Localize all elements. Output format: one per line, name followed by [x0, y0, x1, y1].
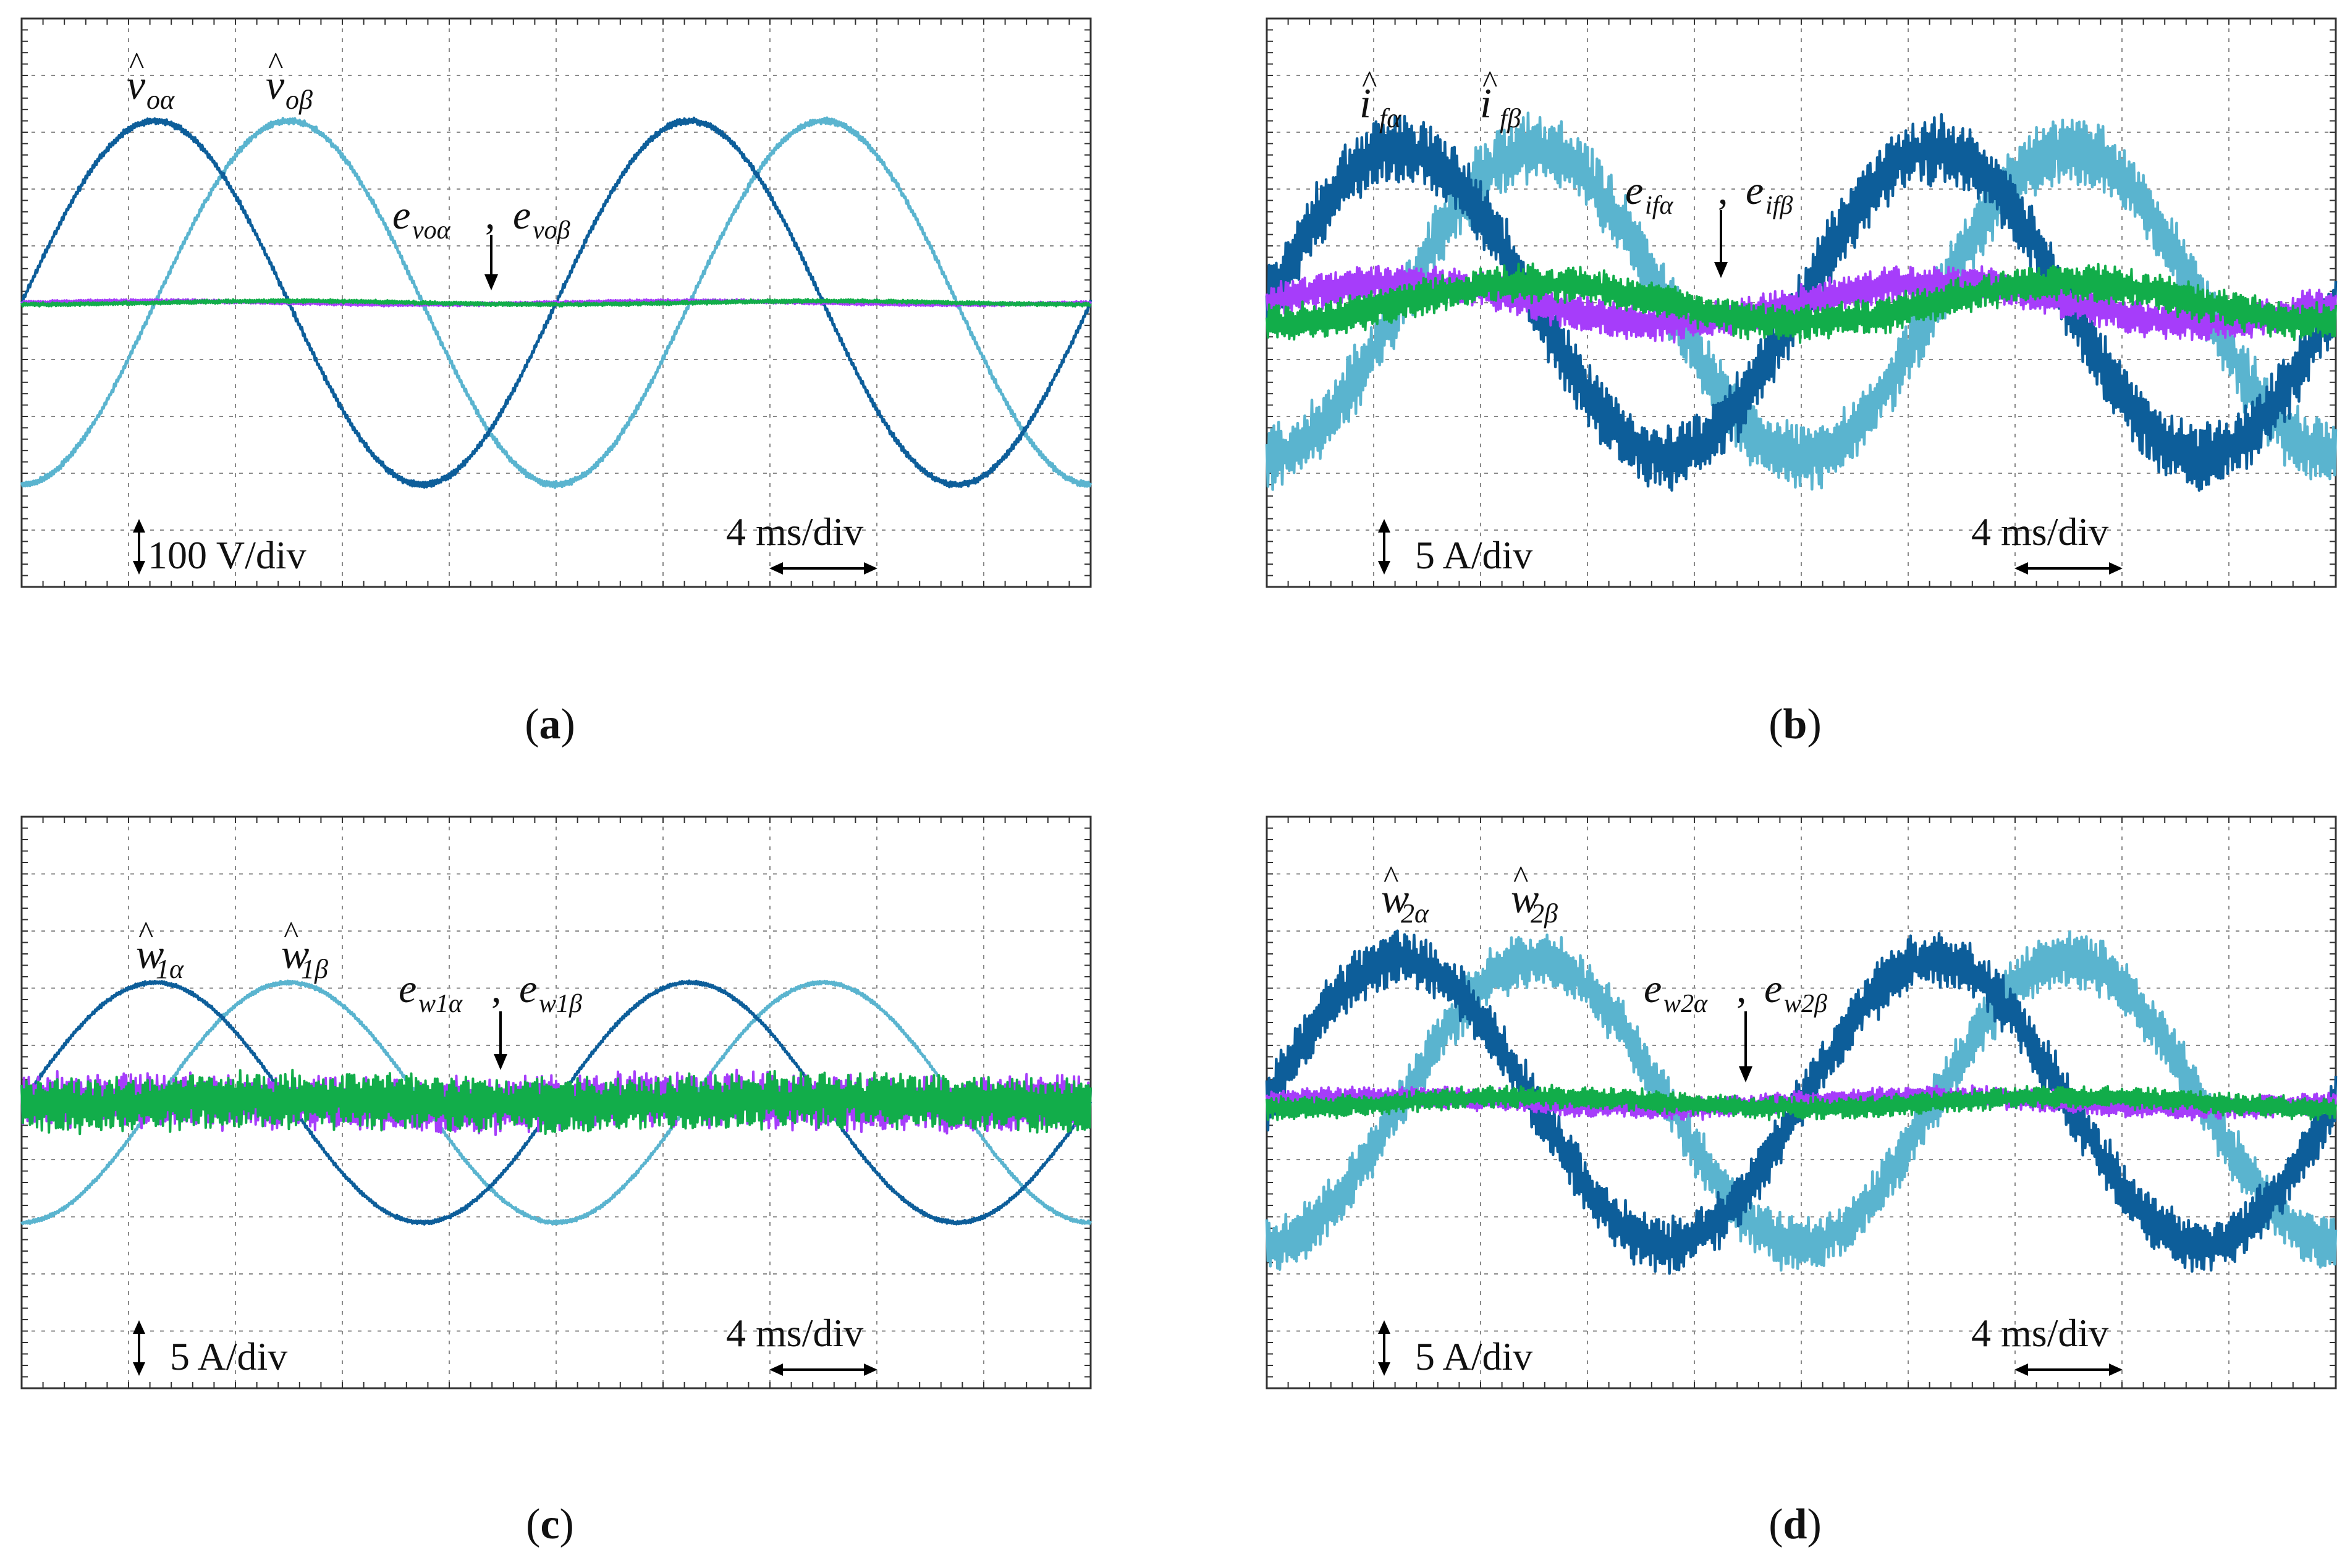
error-beta-main: e — [513, 193, 531, 238]
vertical-scale-arrow — [1378, 1320, 1390, 1376]
vertical-scale-arrow — [133, 1320, 145, 1376]
panel-caption: (b) — [1769, 701, 1822, 748]
error-beta-sub: voβ — [533, 216, 570, 245]
error-label: e w2α, e w2β — [1644, 966, 1827, 1018]
signal-beta-label: w2β^ — [1511, 860, 1558, 929]
signal-alpha-label-main: i — [1359, 80, 1371, 127]
signal-beta-label-sub: oβ — [285, 85, 313, 115]
error-beta-sub: ifβ — [1765, 192, 1793, 220]
error-pointer-arrowhead — [494, 1054, 507, 1070]
time-scale-label: 4 ms/div — [1971, 1311, 2108, 1355]
error-pointer-arrowhead — [1739, 1066, 1752, 1082]
error-beta-sub: w2β — [1784, 990, 1827, 1018]
hat-mark: ^ — [129, 46, 144, 82]
time-scale-arrow — [2014, 562, 2123, 575]
error-label: e voα, e voβ — [392, 193, 570, 245]
hat-mark: ^ — [1482, 65, 1497, 100]
error-beta-sub: w1β — [539, 990, 582, 1018]
time-scale-label: 4 ms/div — [726, 510, 863, 554]
hat-mark: ^ — [1362, 65, 1377, 100]
hat-mark: ^ — [138, 916, 153, 951]
error-label: e ifα, e ifβ — [1625, 168, 1793, 220]
waveform-beta — [20, 116, 1093, 489]
signal-beta-label: i fβ^ — [1480, 65, 1521, 133]
panel-caption-letter: a — [539, 701, 561, 748]
vertical-scale-label: 5 A/div — [170, 1334, 287, 1378]
vertical-scale-arrow — [133, 519, 145, 575]
error-waveform-beta — [1266, 1084, 2337, 1121]
signal-beta-label-main: w — [281, 930, 309, 977]
vertical-scale-label: 5 A/div — [1415, 1334, 1532, 1378]
signal-alpha-label-sub: 1α — [156, 954, 184, 984]
signal-alpha-label-main: w — [136, 930, 164, 977]
grid — [22, 19, 1091, 587]
signal-beta-label-sub: fβ — [1500, 103, 1521, 133]
waveform-beta — [1265, 930, 2338, 1272]
error-pointer-arrowhead — [484, 274, 498, 290]
hat-mark: ^ — [268, 46, 283, 82]
error-label: e w1α, e w1β — [399, 966, 582, 1018]
signal-alpha-label: v oα^ — [127, 46, 175, 115]
hat-mark: ^ — [1384, 860, 1398, 895]
signal-alpha-label: w2α^ — [1381, 860, 1429, 929]
signal-beta-label-sub: 2β — [1531, 898, 1558, 929]
error-waveform-beta — [20, 298, 1092, 308]
error-alpha-sub: ifα — [1645, 192, 1673, 220]
signal-alpha-label: i fα^ — [1359, 65, 1401, 133]
error-separator: , — [485, 193, 496, 238]
signal-alpha-label-main: v — [127, 61, 146, 108]
error-beta-main: e — [519, 966, 537, 1011]
waveform-beta — [20, 979, 1093, 1226]
time-scale-arrow — [2014, 1364, 2123, 1376]
vertical-scale-arrow — [1378, 519, 1390, 575]
time-scale-arrow — [769, 562, 877, 575]
time-scale-label: 4 ms/div — [726, 1311, 863, 1355]
panel-caption: (d) — [1769, 1501, 1822, 1548]
signal-alpha-label-sub: oα — [146, 85, 175, 115]
error-beta-main: e — [1764, 966, 1782, 1011]
vertical-scale-label: 5 A/div — [1415, 533, 1532, 577]
hat-mark: ^ — [284, 916, 298, 951]
signal-alpha-label-sub: fα — [1379, 103, 1401, 133]
time-scale-arrow — [769, 1364, 877, 1376]
signal-beta-label: v oβ^ — [266, 46, 313, 115]
error-separator: , — [1736, 966, 1747, 1011]
error-beta-main: e — [1746, 168, 1764, 213]
error-alpha-sub: voα — [412, 216, 451, 245]
signal-beta-label: w1β^ — [281, 916, 328, 984]
signal-beta-label-main: v — [266, 61, 285, 108]
error-alpha-sub: w1α — [418, 990, 463, 1018]
panel-caption-letter: c — [540, 1501, 559, 1548]
error-waveform-beta — [1266, 262, 2337, 344]
error-pointer-arrowhead — [1714, 262, 1728, 278]
error-alpha-main: e — [1625, 168, 1643, 213]
signal-alpha-label-sub: 2α — [1401, 898, 1429, 929]
vertical-scale-label: 100 V/div — [148, 533, 306, 577]
signal-beta-label-main: w — [1511, 875, 1539, 922]
error-alpha-main: e — [399, 966, 416, 1011]
hat-mark: ^ — [1513, 860, 1528, 895]
panel-caption: (c) — [526, 1501, 574, 1548]
signal-beta-label-sub: 1β — [301, 954, 328, 984]
error-alpha-sub: w2α — [1663, 990, 1708, 1018]
panel-caption: (a) — [525, 701, 575, 748]
panel-caption-letter: b — [1783, 701, 1807, 748]
error-separator: , — [491, 966, 502, 1011]
error-separator: , — [1718, 168, 1728, 213]
waveform-beta — [1265, 111, 2338, 491]
error-alpha-main: e — [1644, 966, 1662, 1011]
signal-beta-label-main: i — [1480, 80, 1492, 127]
error-waveform-beta — [20, 1068, 1092, 1136]
signal-alpha-label-main: w — [1381, 875, 1409, 922]
error-alpha-main: e — [392, 193, 410, 238]
panel-caption-letter: d — [1783, 1501, 1807, 1548]
signal-alpha-label: w1α^ — [136, 916, 184, 984]
time-scale-label: 4 ms/div — [1971, 510, 2108, 554]
